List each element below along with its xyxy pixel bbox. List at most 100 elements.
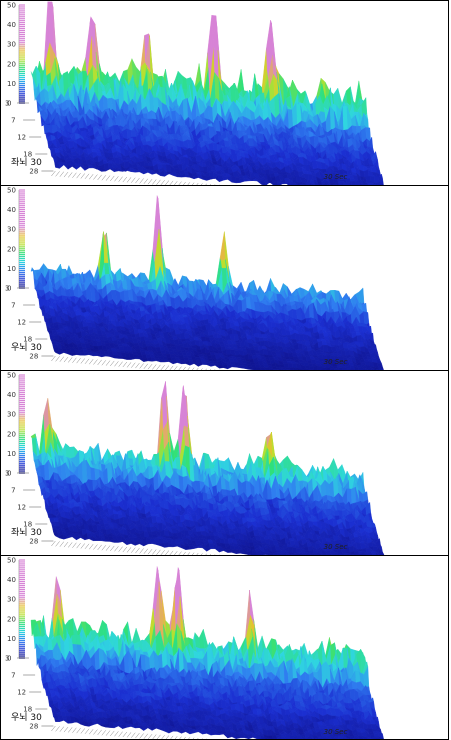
surface-cell bbox=[317, 183, 323, 185]
surface-cell bbox=[260, 367, 266, 370]
surface-cell bbox=[293, 181, 299, 185]
z-tick-label: 0 bbox=[7, 100, 11, 108]
surface-cell bbox=[301, 368, 307, 370]
surface-cell bbox=[321, 366, 327, 370]
surface-cell bbox=[289, 181, 295, 185]
surface-cell bbox=[371, 182, 376, 185]
freq-tick-label: 3 bbox=[5, 100, 9, 108]
time-axis: 60 Sec30 Sec bbox=[51, 355, 348, 370]
freq-axis: 3 7 12 18 28 bbox=[5, 100, 54, 176]
surface-cell bbox=[378, 367, 384, 370]
surface-mesh bbox=[30, 381, 385, 555]
surface-cell bbox=[272, 368, 278, 370]
surface-cell bbox=[276, 368, 282, 370]
surface-cell bbox=[288, 367, 294, 370]
z-tick-label: 10 bbox=[7, 265, 16, 273]
surface-cell bbox=[296, 368, 302, 370]
surface-cell bbox=[312, 365, 319, 370]
freq-tick-label: 12 bbox=[17, 134, 26, 142]
surface-cell bbox=[255, 367, 262, 370]
surface-cell bbox=[325, 177, 331, 185]
surface-cell bbox=[337, 367, 344, 370]
surface-cell bbox=[268, 367, 274, 370]
surface-cell bbox=[347, 183, 351, 185]
surface-cell bbox=[333, 181, 340, 185]
freq-tick-label: 18 bbox=[23, 151, 32, 159]
surface-cell bbox=[376, 182, 381, 185]
time-tick-label: 30 Sec bbox=[324, 173, 348, 181]
z-tick-label: 0 bbox=[7, 285, 11, 293]
surface-cell bbox=[298, 183, 303, 185]
surface-cell bbox=[333, 367, 339, 370]
z-tick-label: 20 bbox=[7, 245, 16, 253]
z-tick-label: 30 bbox=[7, 41, 16, 49]
surface-cell bbox=[346, 367, 352, 370]
surface-cell bbox=[313, 180, 319, 185]
surface-cell bbox=[183, 385, 189, 428]
freq-tick-label: 18 bbox=[23, 336, 32, 344]
panel-label: 좌뇌 30 bbox=[11, 157, 42, 168]
surface-cell bbox=[292, 367, 298, 370]
surface-cell bbox=[343, 182, 349, 185]
surface-cell bbox=[380, 182, 383, 185]
surface-cell bbox=[272, 180, 279, 185]
surface-cell bbox=[353, 365, 360, 370]
freq-tick-label: 28 bbox=[29, 168, 38, 176]
freq-axis: 3 7 12 18 28 bbox=[5, 285, 54, 361]
surface-cell bbox=[367, 182, 373, 185]
surface-cell bbox=[370, 366, 375, 370]
time-axis: 60 Sec30 Sec bbox=[51, 170, 348, 185]
freq-tick-label: 7 bbox=[11, 302, 15, 310]
freq-tick-label: 28 bbox=[29, 353, 38, 361]
surface-cell bbox=[354, 180, 361, 185]
surface-cell bbox=[359, 180, 364, 185]
surface-cell bbox=[305, 368, 311, 370]
z-tick-label: 40 bbox=[7, 206, 16, 214]
surface-mesh bbox=[30, 195, 384, 370]
z-tick-label: 50 bbox=[7, 2, 16, 10]
surface-cell bbox=[300, 181, 307, 185]
surface-cell bbox=[354, 369, 357, 370]
surface-cell bbox=[350, 368, 356, 370]
freq-tick-label: 12 bbox=[17, 319, 26, 327]
surface-cell bbox=[329, 367, 335, 370]
time-tick-label: 30 Sec bbox=[324, 358, 348, 366]
surface-cell bbox=[339, 182, 344, 185]
freq-tick-label: 3 bbox=[5, 285, 9, 293]
surface-cell bbox=[322, 181, 328, 185]
z-tick-label: 50 bbox=[7, 187, 16, 195]
surface-cell bbox=[358, 287, 365, 306]
surface-cell bbox=[302, 183, 307, 185]
surface-cell bbox=[366, 366, 372, 370]
surface-cell bbox=[313, 369, 316, 370]
surface-cell bbox=[309, 368, 315, 370]
surface-cell bbox=[251, 366, 257, 370]
surface-cell bbox=[368, 184, 370, 185]
surface-cell bbox=[335, 184, 337, 185]
surface-cell bbox=[326, 181, 331, 185]
surface-cell bbox=[342, 367, 348, 370]
surface-cell bbox=[301, 469, 308, 483]
surface-cell bbox=[289, 369, 292, 370]
surface-cell bbox=[310, 182, 315, 185]
z-tick-label: 20 bbox=[7, 60, 16, 68]
surface-mesh bbox=[30, 1, 384, 185]
surface-cell bbox=[306, 183, 312, 185]
surface-cell bbox=[322, 369, 324, 370]
z-tick-label: 10 bbox=[7, 80, 16, 88]
freq-tick-label: 7 bbox=[11, 117, 15, 125]
surface-cell bbox=[264, 367, 270, 370]
surface-cell bbox=[228, 457, 234, 474]
surface-cell bbox=[325, 367, 331, 370]
surface-cell bbox=[350, 180, 356, 185]
panel-label: 우뇌 30 bbox=[11, 342, 42, 353]
